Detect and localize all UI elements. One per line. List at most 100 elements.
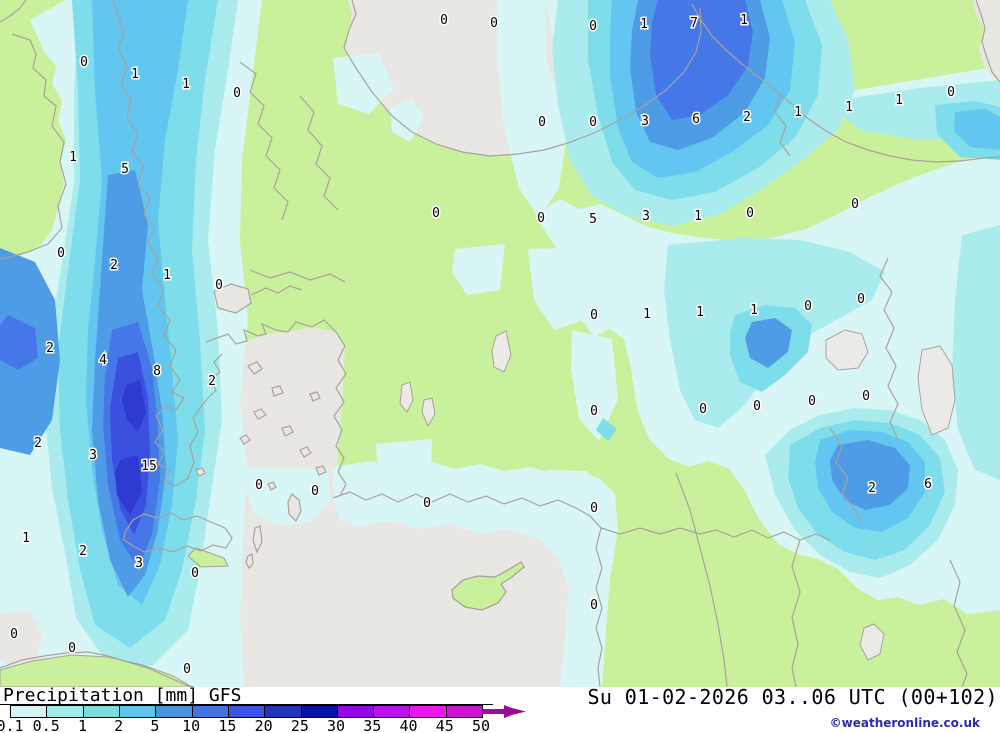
grid-value-label: 2 bbox=[743, 110, 751, 125]
scale-swatch bbox=[227, 706, 265, 717]
scale-tick-label: 20 bbox=[254, 717, 273, 733]
grid-value-label: 0 bbox=[423, 496, 431, 511]
crete-east-land bbox=[187, 547, 229, 568]
caucasus-coast bbox=[691, 3, 771, 87]
scale-tick-label: 15 bbox=[218, 717, 237, 733]
grid-value-label: 6 bbox=[924, 477, 932, 492]
grid-value-label: 6 bbox=[692, 112, 700, 127]
balkan-border-1 bbox=[239, 61, 289, 221]
marmara-coast bbox=[213, 283, 303, 314]
greece-coast bbox=[154, 353, 223, 487]
grid-value-label: 0 bbox=[589, 115, 597, 130]
cyprus-coast bbox=[451, 561, 525, 611]
scale-tick-label: 0.1 bbox=[0, 717, 24, 733]
grid-value-label: 2 bbox=[79, 544, 87, 559]
lake-west-anatolia-1 bbox=[399, 381, 414, 413]
grid-value-label: 1 bbox=[163, 268, 171, 283]
grid-value-label: 0 bbox=[590, 598, 598, 613]
syria-iraq-border bbox=[791, 539, 801, 687]
precipitation-map: 0 1 1 0 1 5 0 2 1 0 2 4 8 2 2 3 15 0 0 1 2 3 0 0 0 0 0 0 0 1 7 1 0 0 3 6 2 1 1… bbox=[0, 0, 1000, 687]
caspian-coast bbox=[975, 0, 1000, 83]
iran-iraq-border bbox=[949, 559, 968, 687]
marmara-sea bbox=[214, 284, 251, 313]
grid-value-label: 0 bbox=[699, 402, 707, 417]
scale-tick-label: 45 bbox=[435, 717, 454, 733]
grid-value-label: 0 bbox=[490, 16, 498, 31]
scale-swatch bbox=[373, 706, 410, 717]
grid-value-label: 5 bbox=[589, 212, 597, 227]
grid-value-label: 8 bbox=[153, 364, 161, 379]
grid-value-label: 0 bbox=[590, 501, 598, 516]
dry-pockets bbox=[0, 0, 1000, 687]
grid-value-label: 0 bbox=[947, 85, 955, 100]
scale-swatch bbox=[82, 706, 119, 717]
grid-value-label: 15 bbox=[141, 459, 157, 474]
grid-value-label: 0 bbox=[753, 399, 761, 414]
scale-swatch bbox=[11, 706, 47, 717]
grid-value-label: 1 bbox=[845, 100, 853, 115]
grid-value-label: 2 bbox=[208, 374, 216, 389]
balkan-border-2 bbox=[299, 95, 339, 211]
scale-overflow-arrow bbox=[482, 705, 526, 718]
scale-tick-label: 40 bbox=[399, 717, 418, 733]
adriatic-coast bbox=[112, 0, 181, 381]
grid-value-label: 3 bbox=[641, 114, 649, 129]
grid-value-label: 1 bbox=[182, 77, 190, 92]
grid-value-label: 5 bbox=[121, 162, 129, 177]
grid-value-label: 2 bbox=[46, 341, 54, 356]
grid-value-label: 1 bbox=[131, 67, 139, 82]
lake-van bbox=[825, 329, 869, 371]
grid-value-label: 1 bbox=[740, 13, 748, 28]
copyright-text: ©weatheronline.co.uk bbox=[829, 716, 980, 730]
scale-tick-label: 2 bbox=[114, 717, 124, 733]
grid-value-label: 0 bbox=[804, 299, 812, 314]
grid-value-label: 1 bbox=[750, 303, 758, 318]
grid-value-label: 0 bbox=[191, 566, 199, 581]
forecast-timestamp: Su 01-02-2026 03..06 UTC (00+102) bbox=[587, 685, 998, 709]
grid-value-label: 1 bbox=[694, 209, 702, 224]
scale-swatch bbox=[336, 706, 374, 717]
grid-value-label: 0 bbox=[440, 13, 448, 28]
grid-value-label: 2 bbox=[110, 258, 118, 273]
grid-value-label: 1 bbox=[794, 105, 802, 120]
grid-value-label: 4 bbox=[99, 353, 107, 368]
grid-value-label: 0 bbox=[432, 206, 440, 221]
grid-value-label: 0 bbox=[590, 404, 598, 419]
turkey-syria-border bbox=[600, 527, 831, 541]
caucasus-border bbox=[769, 85, 1000, 163]
lake-west-anatolia-2 bbox=[421, 397, 436, 428]
grid-value-label: 0 bbox=[590, 308, 598, 323]
grid-value-label: 2 bbox=[868, 481, 876, 496]
scale-swatch bbox=[409, 706, 446, 717]
scale-tick-label: 30 bbox=[327, 717, 346, 733]
lake-tuz bbox=[491, 330, 512, 373]
grid-value-label: 0 bbox=[857, 292, 865, 307]
scale-tick-label: 50 bbox=[471, 717, 491, 733]
grid-value-label: 3 bbox=[135, 556, 143, 571]
karpathos-island bbox=[245, 525, 263, 570]
grid-value-label: 3 bbox=[642, 209, 650, 224]
scale-swatch bbox=[264, 706, 301, 717]
grid-value-label: 0 bbox=[215, 278, 223, 293]
coastlines-and-borders bbox=[0, 0, 1000, 687]
grid-value-label: 1 bbox=[643, 307, 651, 322]
scale-tick-label: 10 bbox=[182, 717, 201, 733]
grid-value-label: 0 bbox=[311, 484, 319, 499]
grid-value-label: 0 bbox=[233, 86, 241, 101]
grid-value-label: 0 bbox=[589, 19, 597, 34]
balkan-border-3 bbox=[249, 269, 346, 283]
grid-value-label: 0 bbox=[537, 211, 545, 226]
grid-value-label: 2 bbox=[34, 436, 42, 451]
jordan-iraq-border bbox=[675, 472, 728, 687]
grid-value-label: 1 bbox=[696, 305, 704, 320]
grid-value-label: 1 bbox=[22, 531, 30, 546]
black-sea-coast bbox=[343, 0, 702, 157]
africa-coast bbox=[0, 651, 195, 687]
grid-value-label: 0 bbox=[746, 206, 754, 221]
grid-value-label: 1 bbox=[895, 93, 903, 108]
lakes bbox=[399, 329, 956, 661]
scale-tick-label: 0.5 bbox=[32, 717, 60, 733]
turkey-iran-border bbox=[879, 257, 899, 441]
